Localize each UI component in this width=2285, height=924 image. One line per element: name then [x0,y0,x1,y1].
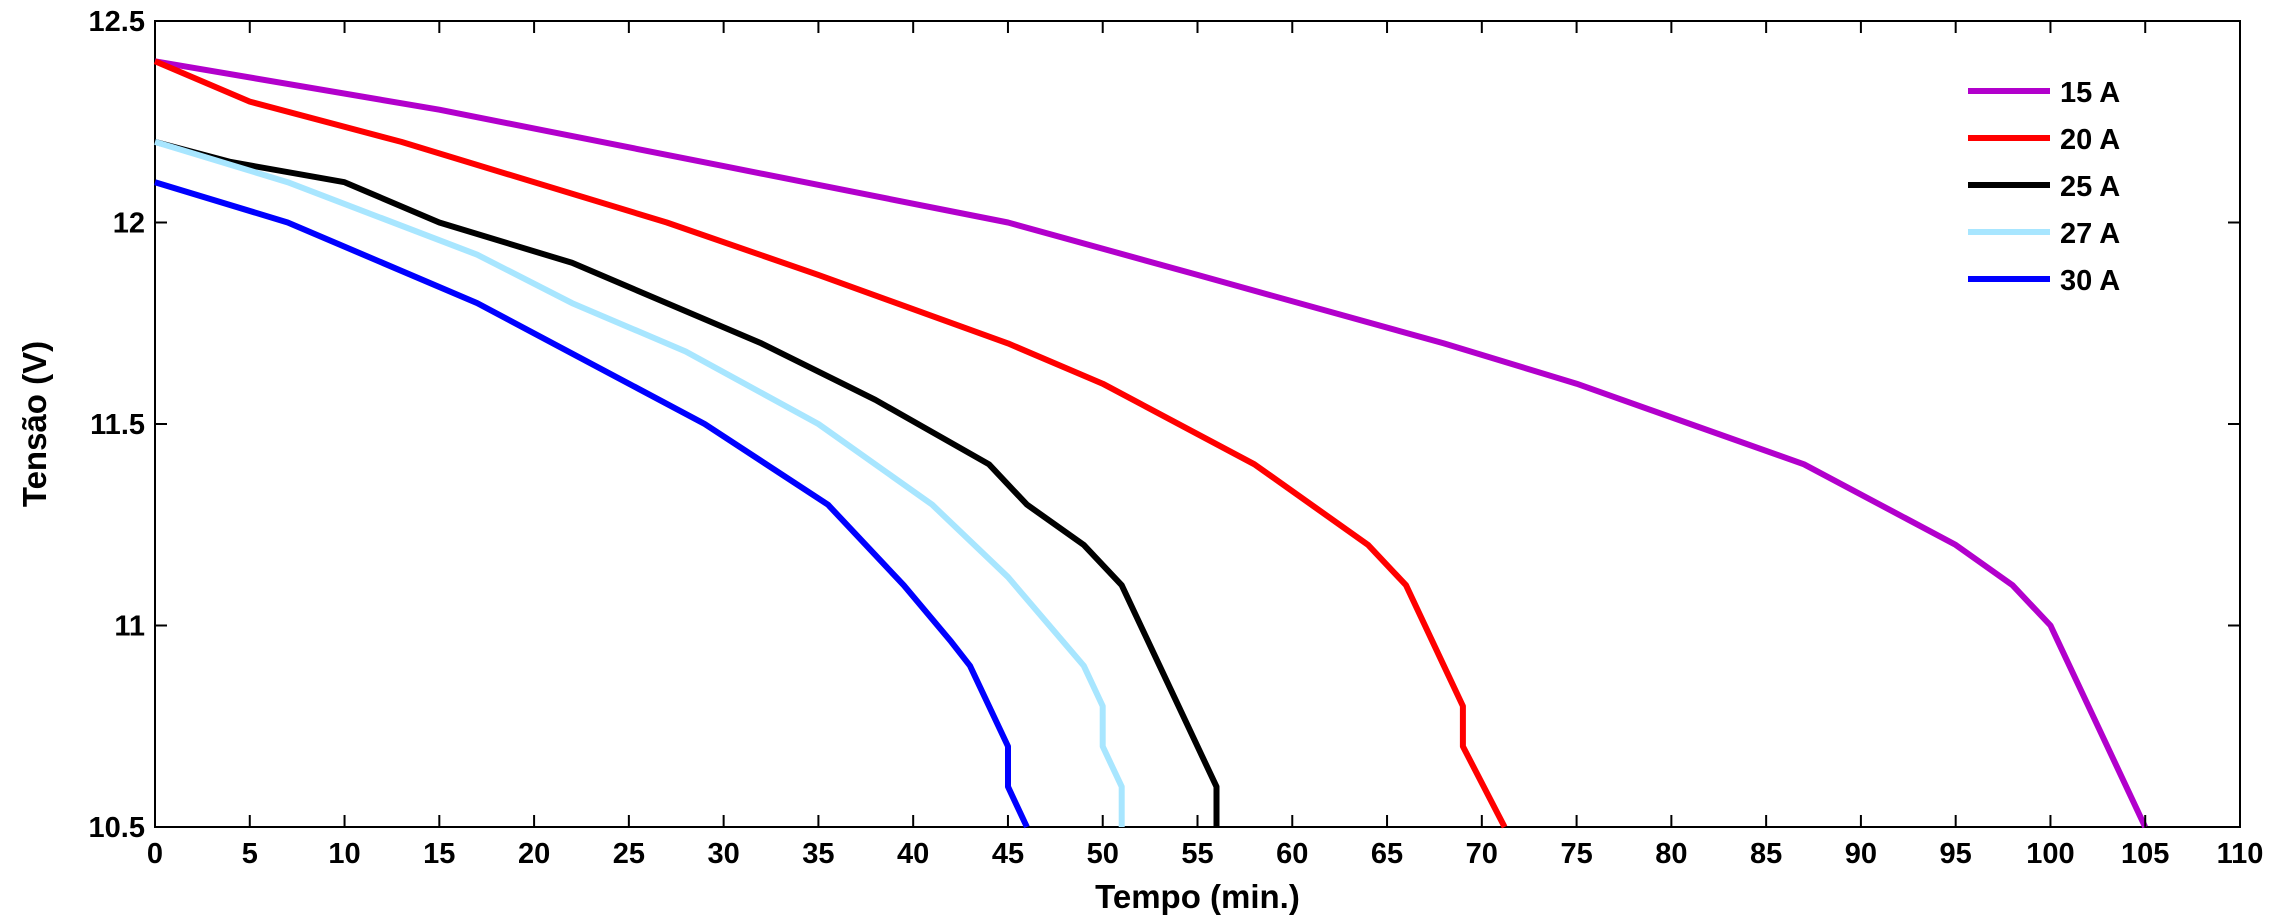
x-tick-label: 70 [1466,838,1498,870]
x-axis-label: Tempo (min.) [1095,878,1300,915]
x-tick-label: 5 [242,838,258,870]
x-tick-label: 15 [423,838,455,870]
x-tick-label: 60 [1276,838,1308,870]
x-tick-label: 105 [2121,838,2169,870]
x-tick-label: 40 [897,838,929,870]
series-line-1 [154,58,2148,829]
x-tick-label: 35 [802,838,834,870]
series-line-5 [154,179,1030,829]
y-tick-label: 12 [113,208,145,240]
x-tick-label: 25 [613,838,645,870]
x-tick-label: 85 [1750,838,1782,870]
x-tick-label: 75 [1560,838,1592,870]
x-tick-label: 65 [1371,838,1403,870]
legend-label: 20 A [2060,124,2120,156]
y-tick-label: 10.5 [89,812,145,844]
legend-label: 15 A [2060,77,2120,109]
x-tick-label: 50 [1087,838,1119,870]
legend-label: 30 A [2060,265,2120,297]
series-line-2 [153,58,1508,829]
x-tick-label: 90 [1845,838,1877,870]
x-tick-label: 0 [147,838,163,870]
y-axis-label: Tensão (V) [16,341,53,507]
x-tick-label: 20 [518,838,550,870]
y-tick-label: 11 [114,611,145,643]
x-tick-label: 30 [708,838,740,870]
y-tick-label: 11.5 [90,409,145,441]
legend-label: 27 A [2060,218,2120,250]
x-tick-label: 10 [328,838,360,870]
x-tick-label: 45 [992,838,1024,870]
x-tick-label: 80 [1655,838,1687,870]
series-line-4 [154,139,1125,827]
x-tick-label: 100 [2026,838,2074,870]
y-tick-label: 12.5 [89,6,145,38]
plot-area [154,20,2241,828]
x-tick-label: 95 [1940,838,1972,870]
x-tick-label: 110 [2217,838,2264,870]
x-tick-label: 55 [1181,838,1213,870]
legend-label: 25 A [2060,171,2120,203]
series-line-3 [154,139,1220,827]
